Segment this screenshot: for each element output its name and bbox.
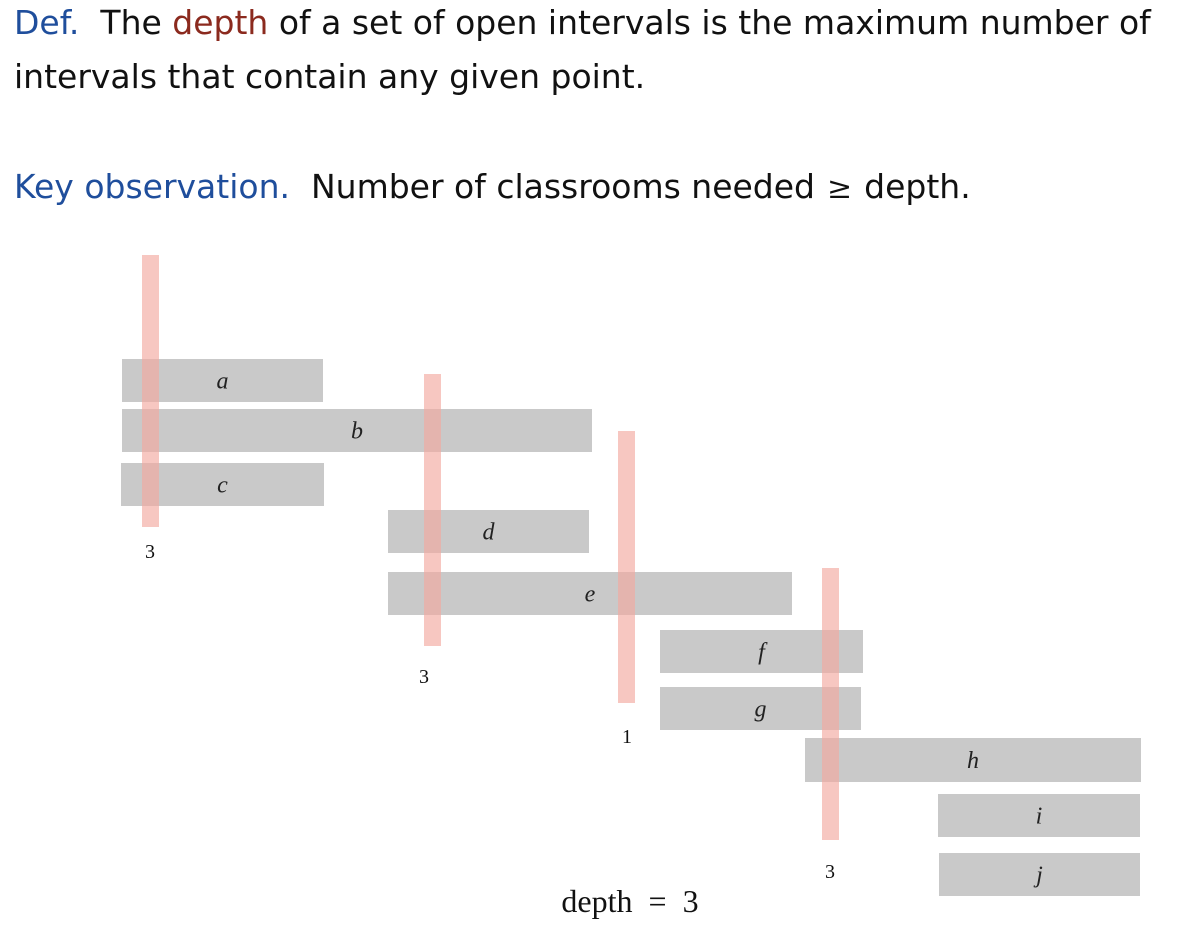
def-prefix: Def. xyxy=(14,3,80,42)
definition-line-2: intervals that contain any given point. xyxy=(14,57,646,96)
probe-count-3: 1 xyxy=(622,726,632,748)
interval-label-h: h xyxy=(967,748,979,774)
def-term: depth xyxy=(172,3,269,42)
interval-label-e: e xyxy=(585,582,596,608)
interval-j xyxy=(939,853,1140,896)
def-pre: The xyxy=(100,3,162,42)
observation-relation: ≥ xyxy=(827,171,853,206)
interval-e xyxy=(388,572,792,615)
interval-label-d: d xyxy=(483,520,496,546)
interval-i xyxy=(938,794,1140,837)
interval-label-j: j xyxy=(1033,863,1043,889)
interval-h xyxy=(805,738,1141,782)
key-observation: Key observation. Number of classrooms ne… xyxy=(14,170,971,204)
interval-d xyxy=(388,510,589,553)
interval-b xyxy=(122,409,592,452)
observation-prefix: Key observation. xyxy=(14,167,290,206)
probe-bar-1 xyxy=(142,255,159,527)
probe-bar-4 xyxy=(822,568,839,840)
observation-text-after: depth. xyxy=(864,167,971,206)
definition-line-1: Def. The depth of a set of open interval… xyxy=(14,6,1151,39)
interval-label-g: g xyxy=(755,697,767,723)
probe-bar-3 xyxy=(618,431,635,703)
observation-text-before: Number of classrooms needed xyxy=(310,167,816,206)
interval-label-b: b xyxy=(351,419,363,445)
probe-count-1: 3 xyxy=(145,541,155,563)
interval-label-i: i xyxy=(1036,804,1043,830)
interval-label-a: a xyxy=(217,369,229,395)
depth-caption: depth = 3 xyxy=(561,883,698,919)
def-rest: of a set of open intervals is the maximu… xyxy=(278,3,1151,42)
probe-count-2: 3 xyxy=(419,666,429,688)
interval-label-f: f xyxy=(758,640,768,666)
probe-bar-2 xyxy=(424,374,441,646)
probe-count-4: 3 xyxy=(825,861,835,883)
interval-label-c: c xyxy=(217,473,228,499)
